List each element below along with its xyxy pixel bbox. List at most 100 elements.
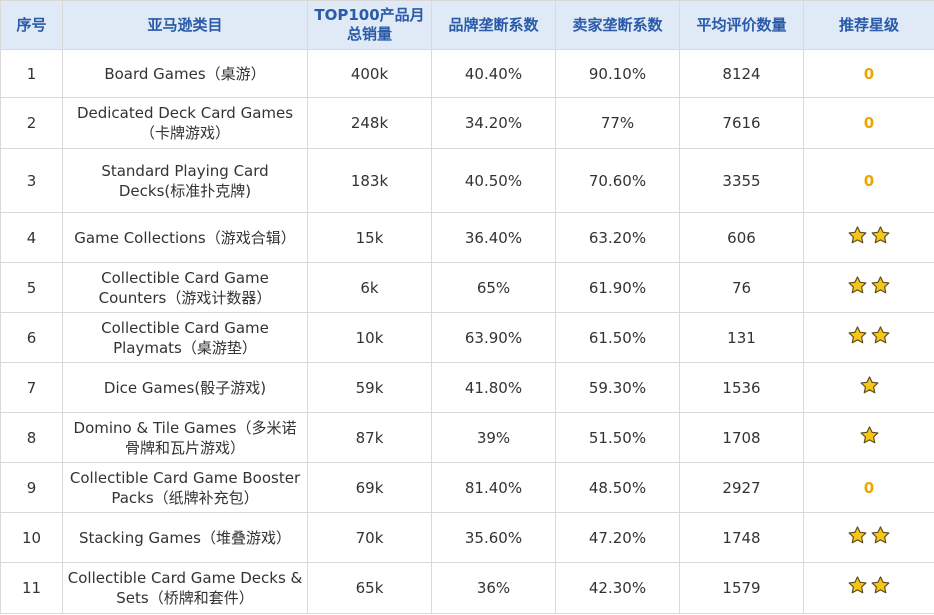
table-row: 2 Dedicated Deck Card Games（卡牌游戏） 248k 34.2…	[0, 97, 934, 149]
star-icon	[847, 325, 868, 346]
rating-cell	[803, 212, 934, 263]
index-cell: 4	[0, 212, 63, 263]
avg-reviews-cell: 8124	[679, 49, 804, 98]
rating-cell: 0	[803, 97, 934, 149]
header-seller-monopoly: 卖家垄断系数	[555, 0, 680, 50]
seller-monopoly-cell: 47.20%	[555, 512, 680, 563]
rating-zero: 0	[863, 171, 875, 190]
index-cell: 8	[0, 412, 63, 463]
rating-cell	[803, 262, 934, 313]
star-rating	[859, 425, 880, 446]
category-cell: Collectible Card Game Booster Packs（纸牌补充…	[62, 462, 308, 513]
index-cell: 1	[0, 49, 63, 98]
seller-monopoly-cell: 63.20%	[555, 212, 680, 263]
brand-monopoly-cell: 34.20%	[431, 97, 556, 149]
category-cell: Stacking Games（堆叠游戏）	[62, 512, 308, 563]
avg-reviews-cell: 2927	[679, 462, 804, 513]
avg-reviews-cell: 7616	[679, 97, 804, 149]
table-row: 8 Domino & Tile Games（多米诺骨牌和瓦片游戏） 87k 39% 51…	[0, 412, 934, 463]
header-avg-reviews: 平均评价数量	[679, 0, 804, 50]
seller-monopoly-cell: 61.50%	[555, 312, 680, 363]
table-row: 5 Collectible Card Game Counters（游戏计数器） 6k…	[0, 262, 934, 313]
table-body: 1 Board Games（桌游） 400k 40.40% 90.10% 8124 0 2 De…	[0, 49, 934, 614]
seller-monopoly-cell: 70.60%	[555, 148, 680, 213]
rating-zero: 0	[863, 114, 875, 132]
table-header: 序号 亚马逊类目 TOP100产品月总销量 品牌垄断系数 卖家垄断系数 平均评价…	[0, 0, 934, 50]
star-icon	[847, 575, 868, 596]
rating-cell: 0	[803, 148, 934, 213]
star-rating	[859, 375, 880, 396]
avg-reviews-cell: 1536	[679, 362, 804, 413]
table-row: 3 Standard Playing Card Decks(标准扑克牌) 183k 4…	[0, 148, 934, 213]
rating-zero: 0	[863, 478, 875, 497]
seller-monopoly-cell: 77%	[555, 97, 680, 149]
star-rating	[847, 525, 891, 546]
star-icon	[870, 325, 891, 346]
rating-cell	[803, 512, 934, 563]
table-row: 4 Game Collections（游戏合辑） 15k 36.40% 63.20% 60…	[0, 212, 934, 263]
brand-monopoly-cell: 65%	[431, 262, 556, 313]
star-icon	[870, 275, 891, 296]
star-icon	[847, 275, 868, 296]
rating-cell	[803, 362, 934, 413]
brand-monopoly-cell: 63.90%	[431, 312, 556, 363]
category-cell: Standard Playing Card Decks(标准扑克牌)	[62, 148, 308, 213]
brand-monopoly-cell: 39%	[431, 412, 556, 463]
avg-reviews-cell: 606	[679, 212, 804, 263]
seller-monopoly-cell: 51.50%	[555, 412, 680, 463]
star-icon	[859, 425, 880, 446]
rating-cell	[803, 412, 934, 463]
category-cell: Board Games（桌游）	[62, 49, 308, 98]
monthly-sales-cell: 248k	[307, 97, 432, 149]
table-row: 11 Collectible Card Game Decks & Sets（桥牌和…	[0, 562, 934, 614]
star-icon	[870, 575, 891, 596]
monthly-sales-cell: 65k	[307, 562, 432, 614]
table-row: 1 Board Games（桌游） 400k 40.40% 90.10% 8124 0	[0, 49, 934, 98]
brand-monopoly-cell: 81.40%	[431, 462, 556, 513]
rating-cell: 0	[803, 462, 934, 513]
star-icon	[859, 375, 880, 396]
table-row: 9 Collectible Card Game Booster Packs（纸牌补…	[0, 462, 934, 513]
index-cell: 5	[0, 262, 63, 313]
monthly-sales-cell: 6k	[307, 262, 432, 313]
category-cell: Game Collections（游戏合辑）	[62, 212, 308, 263]
avg-reviews-cell: 76	[679, 262, 804, 313]
brand-monopoly-cell: 41.80%	[431, 362, 556, 413]
star-rating	[847, 275, 891, 296]
monthly-sales-cell: 87k	[307, 412, 432, 463]
brand-monopoly-cell: 36%	[431, 562, 556, 614]
star-rating	[847, 325, 891, 346]
monthly-sales-cell: 400k	[307, 49, 432, 98]
star-icon	[847, 225, 868, 246]
index-cell: 10	[0, 512, 63, 563]
category-cell: Collectible Card Game Counters（游戏计数器）	[62, 262, 308, 313]
category-cell: Collectible Card Game Decks & Sets（桥牌和套件…	[62, 562, 308, 614]
header-index: 序号	[0, 0, 63, 50]
monthly-sales-cell: 59k	[307, 362, 432, 413]
avg-reviews-cell: 1748	[679, 512, 804, 563]
rating-cell	[803, 562, 934, 614]
avg-reviews-cell: 131	[679, 312, 804, 363]
index-cell: 2	[0, 97, 63, 149]
star-rating	[847, 225, 891, 246]
brand-monopoly-cell: 40.40%	[431, 49, 556, 98]
index-cell: 6	[0, 312, 63, 363]
category-cell: Dedicated Deck Card Games（卡牌游戏）	[62, 97, 308, 149]
seller-monopoly-cell: 61.90%	[555, 262, 680, 313]
rating-cell: 0	[803, 49, 934, 98]
star-rating	[847, 575, 891, 596]
index-cell: 9	[0, 462, 63, 513]
star-icon	[870, 225, 891, 246]
header-brand-monopoly: 品牌垄断系数	[431, 0, 556, 50]
table-row: 6 Collectible Card Game Playmats（桌游垫） 10k 6…	[0, 312, 934, 363]
monthly-sales-cell: 69k	[307, 462, 432, 513]
monthly-sales-cell: 70k	[307, 512, 432, 563]
avg-reviews-cell: 3355	[679, 148, 804, 213]
avg-reviews-cell: 1708	[679, 412, 804, 463]
index-cell: 7	[0, 362, 63, 413]
seller-monopoly-cell: 48.50%	[555, 462, 680, 513]
header-monthly-sales: TOP100产品月总销量	[307, 0, 432, 50]
index-cell: 3	[0, 148, 63, 213]
monthly-sales-cell: 10k	[307, 312, 432, 363]
